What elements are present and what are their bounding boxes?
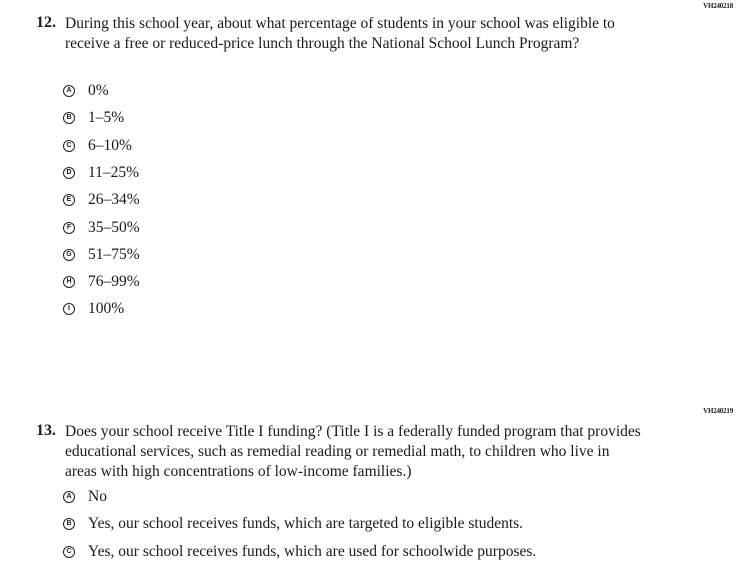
option-label: 76–99% (88, 273, 140, 291)
question-text: Does your school receive Title I funding… (65, 423, 641, 480)
question-id: VH240219 (703, 407, 733, 415)
question-text: During this school year, about what perc… (65, 15, 615, 52)
answer-option[interactable]: F 35–50% (63, 218, 140, 238)
answer-option[interactable]: I 100% (63, 299, 124, 319)
radio-bubble-icon[interactable]: A (63, 85, 75, 97)
radio-bubble-icon[interactable]: G (63, 248, 75, 261)
option-label: 51–75% (88, 245, 140, 263)
answer-option[interactable]: D 11–25% (63, 163, 139, 183)
option-label: 26–34% (88, 191, 140, 209)
answer-option[interactable]: C 6–10% (63, 136, 132, 156)
option-label: 11–25% (88, 163, 140, 181)
radio-bubble-icon[interactable]: F (63, 221, 75, 234)
option-label: 100% (88, 300, 125, 318)
answer-option[interactable]: E 26–34% (63, 190, 140, 210)
question-number: 13. (36, 422, 56, 439)
option-label: 35–50% (88, 218, 140, 236)
option-label: No (88, 488, 107, 505)
answer-option[interactable]: G 51–75% (63, 245, 140, 265)
radio-bubble-icon[interactable]: B (63, 518, 75, 531)
radio-bubble-icon[interactable]: A (63, 491, 75, 503)
radio-bubble-icon[interactable]: E (63, 194, 75, 207)
answer-option[interactable]: H 76–99% (63, 272, 140, 292)
option-label: 0% (88, 82, 109, 99)
option-label: 6–10% (88, 136, 132, 154)
answer-option[interactable]: B Yes, our school receives funds, which a… (63, 514, 523, 534)
radio-bubble-icon[interactable]: C (63, 139, 75, 152)
answer-option[interactable]: C Yes, our school receives funds, which a… (63, 542, 536, 562)
radio-bubble-icon[interactable]: C (63, 545, 75, 558)
answer-option[interactable]: A 0% (63, 81, 109, 101)
option-label: Yes, our school receives funds, which ar… (88, 542, 537, 560)
radio-bubble-icon[interactable]: H (63, 276, 75, 289)
question-number: 12. (36, 14, 56, 31)
radio-bubble-icon[interactable]: D (63, 166, 75, 179)
question-id: VH240218 (703, 2, 733, 10)
answer-option[interactable]: A No (63, 487, 107, 507)
option-label: Yes, our school receives funds, which ar… (88, 515, 524, 533)
radio-bubble-icon[interactable]: B (63, 112, 75, 125)
answer-option[interactable]: B 1–5% (63, 108, 124, 128)
option-label: 1–5% (88, 109, 125, 127)
radio-bubble-icon[interactable]: I (63, 303, 75, 316)
